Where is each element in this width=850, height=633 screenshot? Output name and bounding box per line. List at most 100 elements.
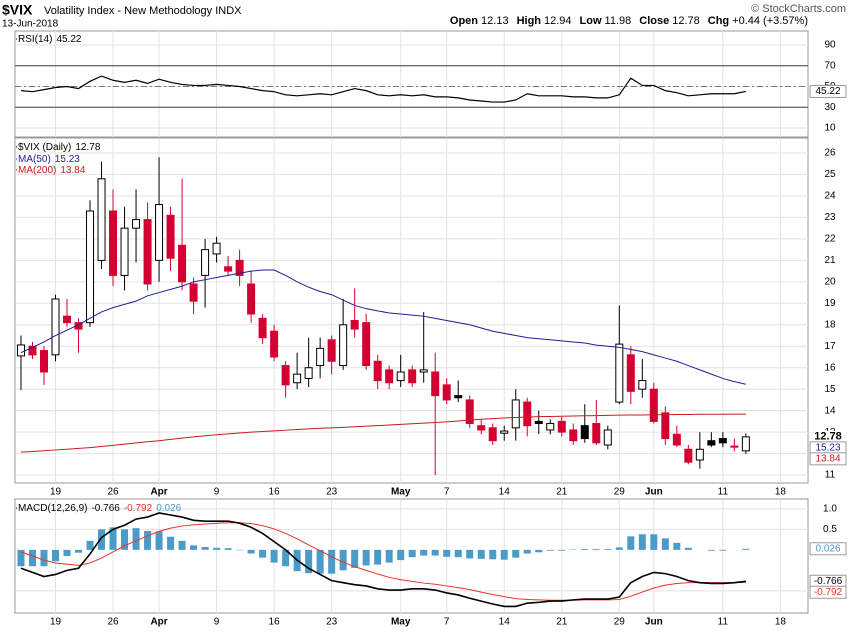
- candle-body: [373, 360, 382, 382]
- candle-body: [235, 259, 244, 276]
- candle-body: [16, 344, 25, 357]
- candle-body: [132, 219, 141, 229]
- legend-value: 12.78: [75, 142, 100, 153]
- candle-body: [109, 210, 118, 276]
- candle-body: [534, 420, 543, 425]
- histogram-bar: [454, 549, 462, 558]
- histogram-bar: [75, 549, 83, 553]
- histogram-bar: [684, 547, 692, 550]
- x-tick-label: 21: [556, 617, 568, 628]
- x-tick-label: 23: [326, 487, 338, 498]
- series-line: [20, 269, 746, 385]
- x-tick-label: Apr: [150, 617, 167, 628]
- candle-body: [28, 345, 37, 356]
- histogram-bar: [592, 549, 600, 550]
- histogram-bar: [362, 549, 370, 566]
- quote: Open 12.13 High 12.94 Low 11.98 Close 12.78 Chg +…: [450, 15, 808, 27]
- histogram-bar: [155, 531, 163, 550]
- panel: [14, 137, 809, 484]
- y-tick-label: 16: [824, 362, 836, 373]
- value-tag-label: 12.78: [814, 431, 842, 443]
- candle-body: [362, 322, 371, 367]
- histogram-bar: [489, 549, 497, 560]
- histogram-bar: [627, 536, 635, 550]
- value-tag: [809, 84, 847, 98]
- candle-body: [385, 369, 394, 384]
- value-tag: [809, 542, 847, 556]
- histogram-bar: [305, 549, 313, 574]
- candle-body: [293, 373, 302, 384]
- candle-body: [465, 399, 474, 425]
- legend-value: -0.792: [124, 503, 153, 514]
- y-tick-label: 10: [824, 123, 836, 134]
- histogram-bar: [109, 527, 117, 550]
- histogram-bar: [477, 549, 485, 559]
- candle-body: [488, 427, 497, 442]
- histogram-bar: [339, 549, 347, 571]
- candle-body: [615, 343, 624, 403]
- histogram-bar: [270, 549, 278, 563]
- histogram-bar: [40, 549, 48, 567]
- candle-body: [707, 440, 716, 446]
- histogram-bar: [604, 549, 612, 550]
- histogram-bar: [408, 549, 416, 558]
- y-tick-label: 1.0: [823, 503, 837, 514]
- legend-entry: MA(50) 15.23: [18, 154, 80, 165]
- legend-name: MACD(12,26,9): [18, 503, 87, 514]
- histogram-bar: [63, 549, 71, 556]
- candle-body: [684, 448, 693, 463]
- candle-body: [511, 399, 520, 429]
- x-tick-label: Apr: [150, 487, 167, 498]
- histogram-bar: [535, 549, 543, 553]
- legend-value: 13.84: [60, 165, 85, 176]
- candle-body: [419, 369, 428, 373]
- candle-body: [86, 210, 95, 324]
- candle-body: [189, 283, 198, 302]
- candle-body: [523, 401, 532, 427]
- candle-body: [51, 298, 60, 356]
- x-tick-label: 14: [499, 617, 511, 628]
- x-tick-label: 11: [718, 617, 729, 628]
- candle-body: [166, 214, 175, 259]
- candle-body: [304, 367, 313, 379]
- candle-body: [603, 429, 612, 446]
- candle-body: [97, 178, 106, 261]
- x-tick-label: 29: [614, 487, 626, 498]
- date: 13-Jun-2018: [2, 19, 59, 30]
- histogram-bar: [213, 547, 221, 550]
- legend-entry: $VIX (Daily) 12.78: [18, 142, 101, 153]
- quote-label: Close: [639, 15, 669, 27]
- legend-name: MA(50): [18, 154, 51, 165]
- candle-body: [661, 412, 670, 440]
- candle-body: [212, 242, 221, 255]
- histogram-bar: [638, 534, 646, 550]
- candle-body: [270, 330, 279, 358]
- value-tag-label: 45.22: [815, 86, 840, 97]
- candle-body: [201, 249, 210, 276]
- candle-body: [477, 425, 486, 431]
- histogram-bar: [17, 549, 25, 567]
- x-tick-label: Jun: [645, 617, 663, 628]
- histogram-bar: [512, 549, 520, 558]
- candle-body: [557, 420, 566, 433]
- candle-body: [649, 388, 658, 422]
- candle-body: [442, 384, 451, 401]
- candle-body: [247, 283, 256, 315]
- histogram-bar: [673, 542, 681, 550]
- x-tick-label: 11: [718, 487, 729, 498]
- y-tick-label: 30: [824, 102, 836, 113]
- histogram-bar: [431, 549, 439, 556]
- candle-body: [327, 339, 336, 362]
- histogram-bar: [558, 549, 566, 551]
- y-tick-label: 24: [824, 191, 836, 202]
- legend-name: MA(200): [18, 165, 56, 176]
- series-line: [20, 522, 746, 601]
- x-tick-label: Jun: [645, 487, 663, 498]
- legend-value: -0.766: [91, 503, 120, 514]
- histogram-bar: [523, 549, 531, 554]
- x-tick-label: 7: [444, 617, 450, 628]
- candle-body: [258, 317, 267, 339]
- candle-body: [638, 380, 647, 390]
- histogram-bar: [28, 549, 36, 567]
